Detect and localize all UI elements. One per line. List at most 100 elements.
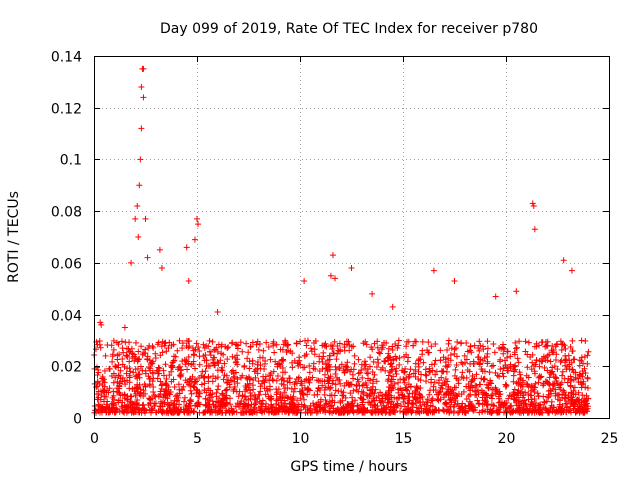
data-point xyxy=(440,407,447,414)
data-point xyxy=(140,65,147,72)
data-point xyxy=(544,378,550,385)
data-point xyxy=(339,392,346,399)
data-point xyxy=(242,393,249,400)
data-point xyxy=(385,354,392,361)
data-point xyxy=(505,395,512,402)
data-point xyxy=(115,341,122,348)
data-point xyxy=(336,365,343,372)
data-point xyxy=(516,338,523,345)
data-point xyxy=(129,406,136,413)
data-point xyxy=(347,403,354,410)
data-point xyxy=(306,387,313,394)
data-point xyxy=(506,392,513,399)
data-point xyxy=(546,351,553,358)
data-point xyxy=(451,401,458,408)
data-point xyxy=(134,381,141,388)
data-point xyxy=(567,377,574,384)
data-point xyxy=(364,384,371,391)
data-point xyxy=(195,393,201,400)
data-point xyxy=(552,357,559,364)
data-point xyxy=(287,379,294,386)
data-point xyxy=(110,379,117,386)
data-point xyxy=(268,402,275,409)
data-point xyxy=(234,345,241,352)
data-point xyxy=(257,388,264,395)
data-point xyxy=(206,337,213,344)
data-point xyxy=(355,370,362,377)
data-point xyxy=(127,368,134,375)
data-point xyxy=(535,379,542,386)
data-point xyxy=(369,346,376,353)
data-point xyxy=(187,375,194,382)
data-point xyxy=(405,400,412,407)
data-point xyxy=(144,356,151,363)
data-point xyxy=(340,404,347,411)
data-point xyxy=(401,379,408,386)
data-point xyxy=(433,407,440,414)
data-point xyxy=(569,366,576,373)
data-point xyxy=(388,360,395,367)
data-point xyxy=(508,402,515,409)
data-point xyxy=(314,391,321,398)
data-point xyxy=(350,408,357,415)
data-point xyxy=(119,345,126,352)
data-point xyxy=(253,341,260,348)
data-point xyxy=(186,397,193,404)
data-point xyxy=(295,374,302,381)
data-point xyxy=(117,367,124,374)
data-point xyxy=(517,390,524,397)
data-point xyxy=(201,380,208,387)
data-point xyxy=(124,377,131,384)
data-point xyxy=(544,352,551,359)
data-point xyxy=(546,406,553,413)
data-point xyxy=(185,354,192,361)
data-point xyxy=(579,392,586,399)
data-point xyxy=(187,402,194,409)
data-point xyxy=(138,125,145,132)
data-point xyxy=(395,342,402,349)
data-point xyxy=(137,392,144,399)
data-point xyxy=(455,391,462,398)
data-point xyxy=(407,383,414,390)
data-point xyxy=(97,319,104,326)
data-point xyxy=(108,373,115,380)
data-point xyxy=(543,342,550,349)
data-point xyxy=(138,343,145,350)
data-point xyxy=(297,338,304,345)
data-point xyxy=(332,407,339,414)
data-point xyxy=(269,403,276,410)
data-point xyxy=(190,351,197,358)
data-point xyxy=(208,408,215,415)
data-point xyxy=(178,371,185,378)
data-point xyxy=(175,381,182,388)
data-point xyxy=(202,351,209,358)
data-point xyxy=(201,374,208,381)
data-point xyxy=(106,404,113,411)
data-point xyxy=(367,409,374,416)
data-point xyxy=(558,405,565,412)
data-point xyxy=(284,395,291,402)
data-point xyxy=(119,378,126,385)
data-point xyxy=(358,395,365,402)
data-point xyxy=(223,372,230,379)
data-point xyxy=(365,375,372,382)
data-point xyxy=(324,368,331,375)
data-point xyxy=(474,397,481,404)
data-point xyxy=(360,404,367,411)
data-point xyxy=(273,391,280,398)
data-point xyxy=(536,373,543,380)
data-point xyxy=(202,368,209,375)
data-point xyxy=(454,409,461,416)
data-point xyxy=(112,363,119,370)
data-point xyxy=(441,380,448,387)
data-point xyxy=(463,396,470,403)
data-point xyxy=(503,404,510,411)
data-point xyxy=(223,387,230,394)
data-point xyxy=(456,405,463,412)
data-point xyxy=(559,402,566,409)
data-point xyxy=(367,354,374,361)
data-point xyxy=(397,408,404,415)
data-point xyxy=(244,355,251,362)
data-point xyxy=(541,364,548,371)
data-point xyxy=(466,405,473,412)
